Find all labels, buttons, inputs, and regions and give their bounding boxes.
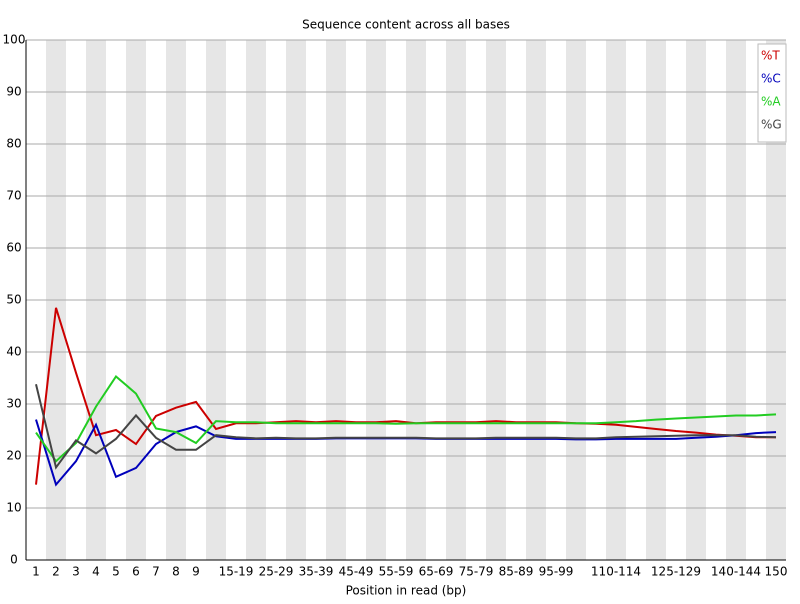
- x-tick-label: 75-79: [459, 565, 494, 579]
- y-tick-label: 100: [3, 33, 26, 47]
- series-line: [35, 384, 777, 470]
- y-tick-label: 40: [6, 345, 21, 359]
- legend-entry: %T: [761, 49, 780, 63]
- y-tick-label: 30: [6, 397, 21, 411]
- x-tick-label: 110-114: [591, 565, 641, 579]
- x-tick-label: 125-129: [651, 565, 701, 579]
- x-tick-label: 9: [192, 565, 200, 579]
- x-tick-label: 6: [132, 565, 140, 579]
- legend-entry: %A: [761, 95, 781, 109]
- x-tick-label: 55-59: [379, 565, 414, 579]
- x-tick-label: 150: [765, 565, 788, 579]
- legend-box: [757, 43, 787, 143]
- legend-entry: %C: [761, 72, 781, 86]
- x-tick-label: 7: [152, 565, 160, 579]
- x-tick-label: 5: [112, 565, 120, 579]
- x-tick-label: 85-89: [499, 565, 534, 579]
- x-axis-label: Position in read (bp): [346, 584, 467, 598]
- y-tick-label: 20: [6, 449, 21, 463]
- x-tick-label: 95-99: [539, 565, 574, 579]
- x-tick-label: 8: [172, 565, 180, 579]
- x-tick-label: 35-39: [299, 565, 334, 579]
- y-tick-label: 80: [6, 137, 21, 151]
- x-tick-label: 1: [32, 565, 40, 579]
- chart-title: Sequence content across all bases: [302, 18, 510, 32]
- y-tick-label: 70: [6, 189, 21, 203]
- y-tick-label: 90: [6, 85, 21, 99]
- y-tick-label: 10: [6, 501, 21, 515]
- x-tick-label: 2: [52, 565, 60, 579]
- series-line: [35, 374, 777, 463]
- x-tick-label: 15-19: [219, 565, 254, 579]
- x-tick-label: 65-69: [419, 565, 454, 579]
- x-tick-label: 25-29: [259, 565, 294, 579]
- x-tick-label: 140-144: [711, 565, 761, 579]
- y-tick-label: 0: [10, 553, 18, 567]
- series-line: [35, 307, 776, 485]
- y-tick-label: 60: [6, 241, 21, 255]
- x-tick-label: 3: [72, 565, 80, 579]
- x-tick-label: 4: [92, 565, 100, 579]
- x-tick-label: 45-49: [339, 565, 374, 579]
- legend-entry: %G: [761, 118, 782, 132]
- y-tick-label: 50: [6, 293, 21, 307]
- stripes: [46, 40, 786, 560]
